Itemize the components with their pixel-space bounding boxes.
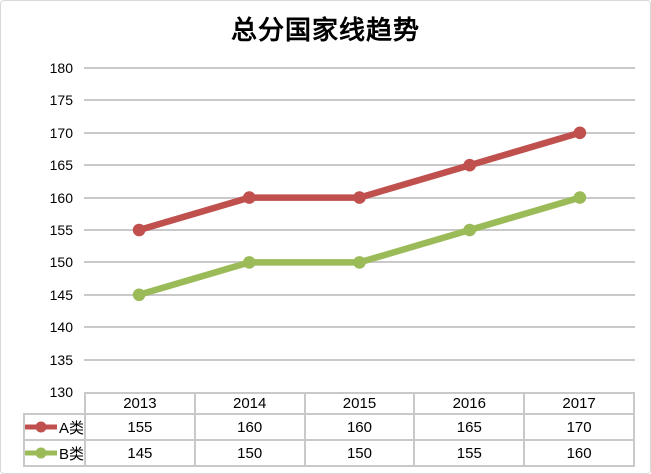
value-cell: 165 (413, 413, 526, 442)
gridline (84, 164, 635, 166)
gridline (84, 229, 635, 231)
legend-label: B类 (58, 445, 84, 463)
y-axis-label: 150 (49, 254, 73, 270)
year-header-cell: 2013 (84, 391, 196, 416)
value-cell: 160 (523, 439, 635, 467)
y-axis-label: 135 (49, 352, 73, 368)
series-A类-line (135, 129, 584, 234)
value-cell: 150 (193, 439, 306, 467)
y-axis-label: 170 (49, 125, 73, 141)
data-table: 2013 2014 2015 2016 2017 A类 155 160 160 165 170 B类 1… (23, 391, 635, 467)
table-row: A类 155 160 160 165 170 (23, 413, 635, 442)
value-cell: 160 (303, 413, 416, 442)
y-axis-label: 130 (49, 384, 73, 400)
year-header-cell: 2016 (413, 391, 526, 416)
table-corner-cell (24, 393, 85, 414)
table-header-row: 2013 2014 2015 2016 2017 (24, 391, 635, 416)
legend-cell-B类: B类 (23, 439, 86, 467)
year-header-cell: 2017 (523, 391, 635, 416)
y-axis-label: 180 (49, 60, 73, 76)
gridline (84, 294, 635, 296)
year-header-cell: 2015 (303, 391, 416, 416)
value-cell: 150 (303, 439, 416, 467)
y-axis-label: 165 (49, 157, 73, 173)
gridline (84, 197, 635, 199)
y-axis-label: 140 (49, 319, 73, 335)
gridline (84, 132, 635, 134)
legend-marker-icon (26, 421, 57, 433)
gridline (84, 67, 635, 69)
gridline (84, 99, 635, 101)
y-axis-label: 155 (49, 222, 73, 238)
y-axis-label: 145 (49, 287, 73, 303)
gridline (84, 326, 635, 328)
series-B类-line (135, 194, 584, 299)
gridline (84, 261, 635, 263)
y-axis-label: 175 (49, 92, 73, 108)
chart-title: 总分国家线趋势 (230, 16, 420, 46)
value-cell: 170 (523, 413, 635, 442)
value-cell: 155 (84, 413, 196, 442)
gridline (84, 359, 635, 361)
value-cell: 155 (413, 439, 526, 467)
legend-marker-icon (26, 447, 57, 459)
value-cell: 145 (84, 439, 196, 467)
y-axis-label: 160 (49, 190, 73, 206)
value-cell: 160 (193, 413, 306, 442)
table-row: B类 145 150 150 155 160 (23, 439, 635, 467)
legend-cell-A类: A类 (23, 413, 86, 442)
year-header-cell: 2014 (193, 391, 306, 416)
legend-label: A类 (58, 419, 84, 437)
